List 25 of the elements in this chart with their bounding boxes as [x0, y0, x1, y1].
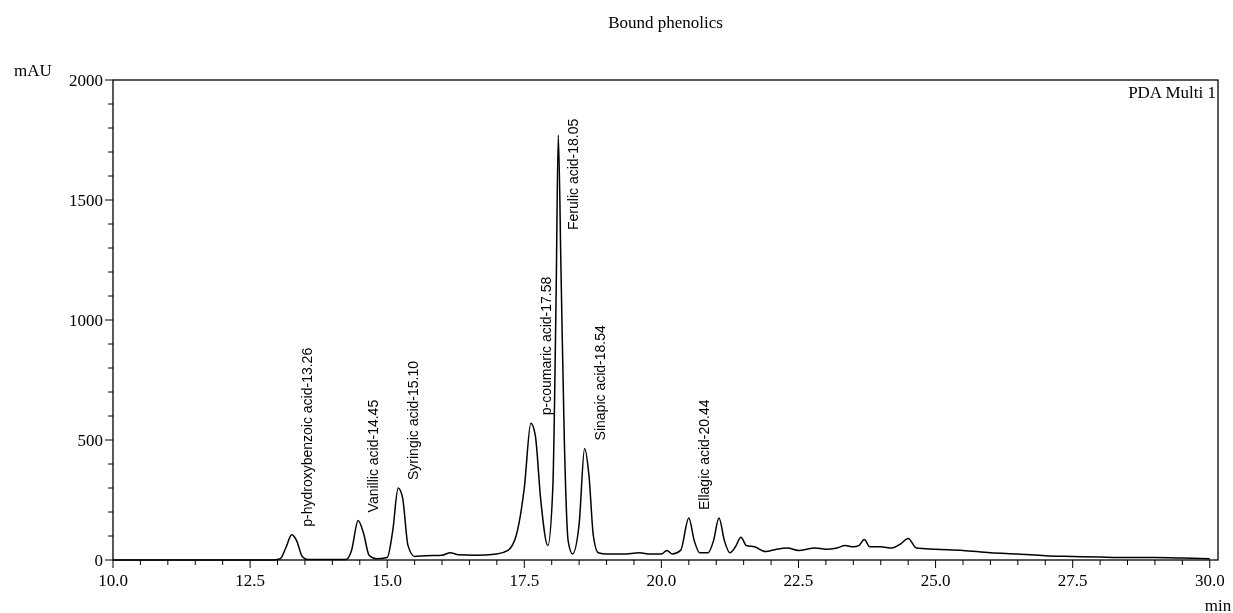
annotation: PDA Multi 1: [1128, 83, 1216, 102]
x-tick-label: 12.5: [235, 571, 265, 590]
chart-title: Bound phenolics: [608, 13, 723, 32]
y-tick-label: 1000: [69, 310, 103, 330]
x-tick-label: 17.5: [509, 571, 540, 590]
x-tick-label: 15.0: [372, 571, 403, 590]
annotation: Vanillic acid-14.45: [365, 399, 382, 513]
x-axis-title: min: [1204, 596, 1232, 613]
y-axis-title: mAU: [14, 61, 52, 80]
y-tick-label: 2000: [69, 70, 103, 90]
annotation: p-hydroxybenzoic acid-13.26: [298, 347, 315, 527]
y-tick-label: 500: [77, 430, 103, 450]
x-tick-label: 22.5: [783, 571, 814, 590]
annotation: Sinapic acid-18.54: [591, 325, 608, 441]
x-tick-label: 10.0: [98, 571, 128, 590]
x-tick-label: 25.0: [920, 571, 951, 590]
y-tick-label: 0: [94, 550, 103, 570]
x-tick-label: 27.5: [1057, 571, 1088, 590]
x-tick-label: 30.0: [1194, 571, 1225, 590]
annotation: Syringic acid-15.10: [405, 360, 422, 480]
x-tick-label: 20.0: [646, 571, 677, 590]
annotation: Ellagic acid-20.44: [695, 399, 712, 510]
annotation: p-coumaric acid-17.58: [537, 276, 554, 416]
annotation: Ferulic acid-18.05: [565, 118, 582, 230]
y-tick-label: 1500: [69, 190, 103, 210]
